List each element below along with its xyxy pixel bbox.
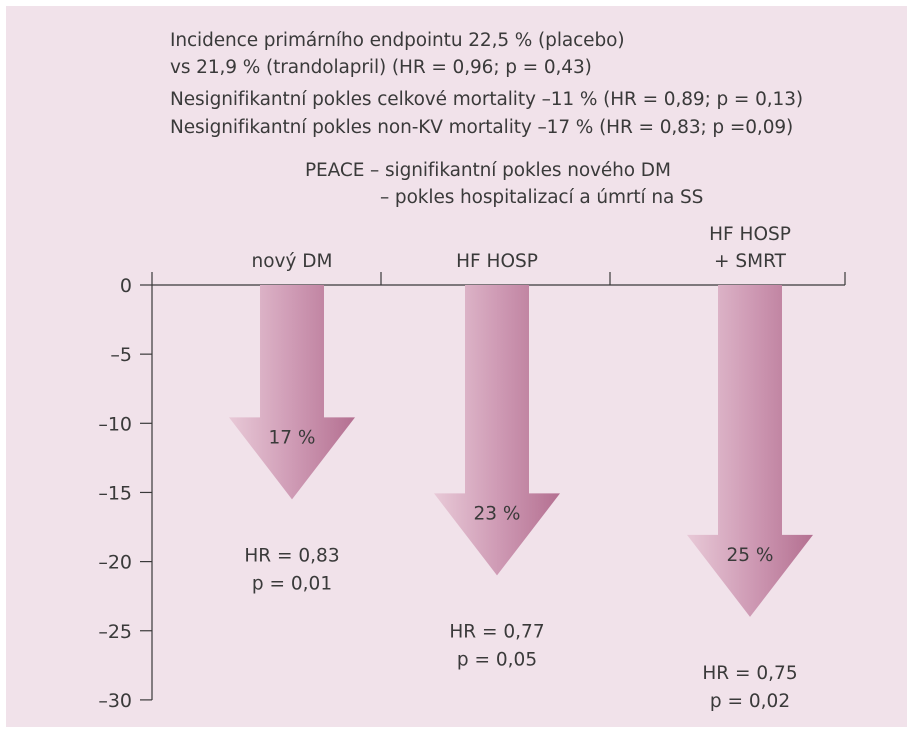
- stats-annotation: p = 0,01: [252, 573, 332, 594]
- y-tick-label: –10: [98, 413, 132, 435]
- stats-annotation: HR = 0,83: [244, 545, 339, 566]
- category-label: HF HOSP: [709, 224, 791, 245]
- note-line-2: vs 21,9 % (trandolapril) (HR = 0,96; p =…: [170, 57, 592, 78]
- y-tick-label: –30: [98, 690, 132, 712]
- arrow-bar: [687, 285, 813, 617]
- note-line-1: Incidence primárního endpointu 22,5 % (p…: [170, 30, 625, 51]
- peace-line-2: – pokles hospitalizací a úmrtí na SS: [380, 187, 704, 208]
- category-label: nový DM: [251, 251, 332, 272]
- y-tick-label: –25: [98, 621, 132, 643]
- arrow-value-label: 17 %: [269, 427, 316, 448]
- arrows-group: [229, 285, 813, 617]
- category-label: + SMRT: [714, 251, 787, 272]
- arrow-value-label: 25 %: [727, 545, 774, 566]
- note-line-4: Nesignifikantní pokles non-KV mortality …: [170, 117, 794, 138]
- arrow-bar: [229, 285, 355, 500]
- note-line-3: Nesignifikantní pokles celkové mortality…: [170, 89, 803, 110]
- category-label: HF HOSP: [456, 251, 538, 272]
- stats-annotation: HR = 0,77: [449, 621, 544, 642]
- stats-annotation: p = 0,05: [457, 649, 537, 670]
- labels-group: nový DM HF HOSP HF HOSP + SMRT 17 % HR = 0,83…: [244, 224, 797, 712]
- y-tick-label: –15: [98, 482, 132, 504]
- y-tick-label: 0: [120, 275, 132, 297]
- stats-annotation: HR = 0,75: [702, 663, 797, 684]
- arrow-bar: [434, 285, 560, 576]
- arrow-value-label: 23 %: [474, 503, 521, 524]
- y-tick-label: –5: [110, 344, 132, 366]
- stats-annotation: p = 0,02: [710, 691, 790, 712]
- peace-line-1: PEACE – signifikantní pokles nového DM: [305, 160, 671, 181]
- y-tick-label: –20: [98, 552, 132, 574]
